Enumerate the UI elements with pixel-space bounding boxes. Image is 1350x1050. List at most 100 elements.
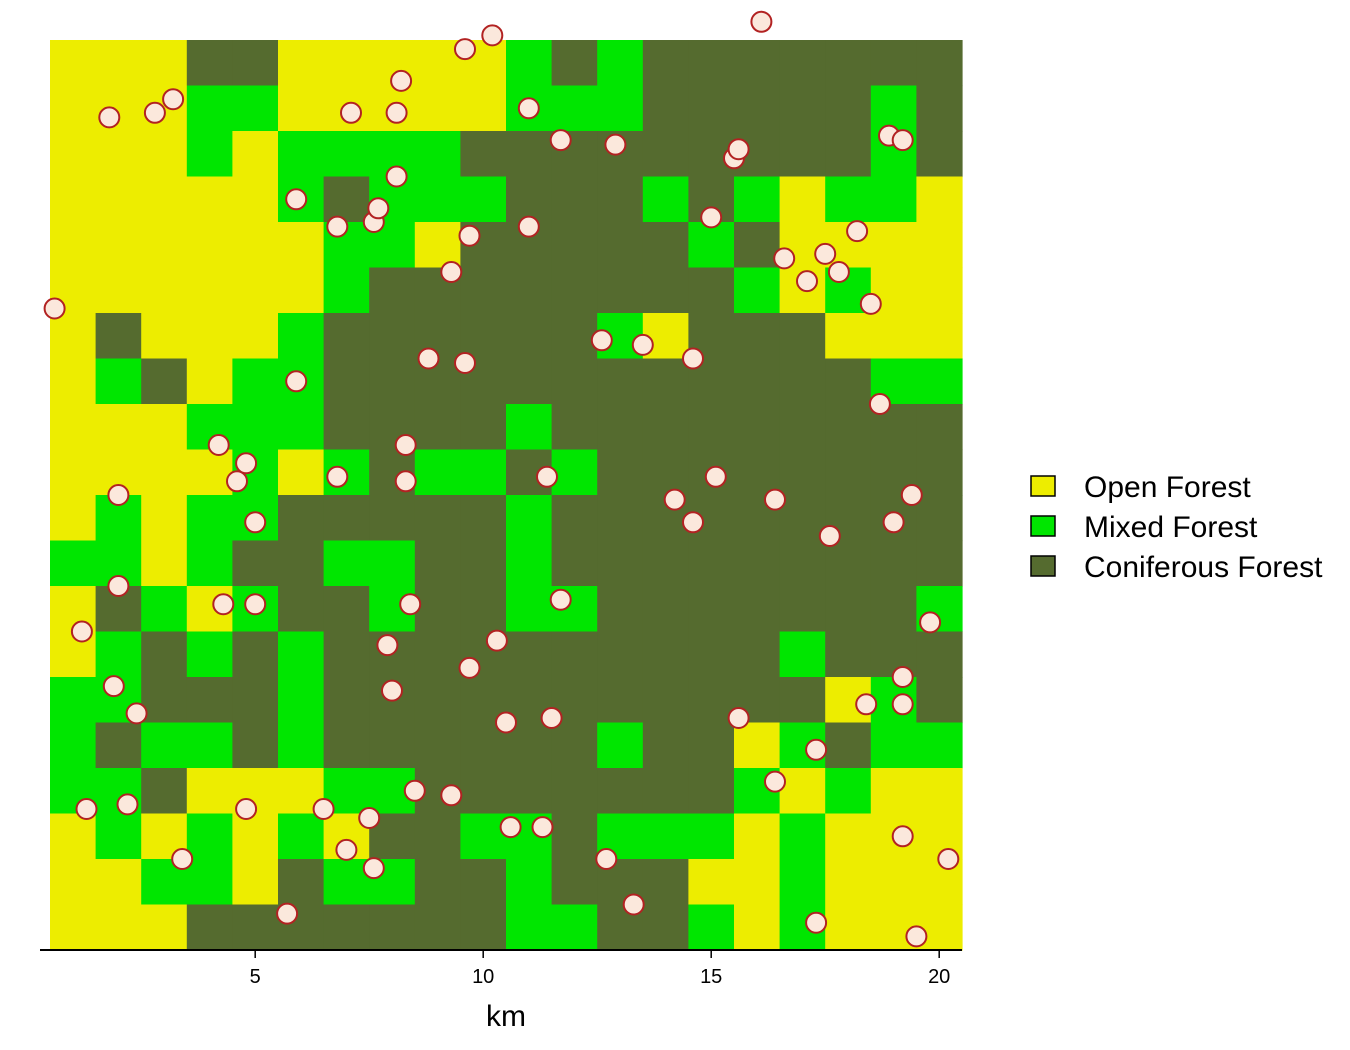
grid-cell xyxy=(779,586,826,633)
grid-cell xyxy=(460,313,507,360)
sample-point xyxy=(846,220,869,243)
grid-cell xyxy=(870,859,917,906)
grid-cell xyxy=(95,859,142,906)
sample-point xyxy=(704,465,727,488)
sample-point xyxy=(403,779,426,802)
grid-cell xyxy=(642,40,689,87)
grid-cell xyxy=(50,813,97,860)
sample-point xyxy=(868,393,891,415)
grid-cell xyxy=(734,540,781,587)
sample-point xyxy=(458,224,481,247)
sample-point xyxy=(750,10,773,33)
grid-cell xyxy=(734,586,781,633)
grid-cell xyxy=(734,222,781,269)
sample-point xyxy=(590,329,613,352)
grid-cell xyxy=(232,40,279,87)
grid-cell xyxy=(597,358,644,405)
grid-cell xyxy=(688,267,735,314)
grid-cell xyxy=(278,722,325,769)
grid-cell xyxy=(688,859,735,906)
grid-cell xyxy=(734,449,781,496)
grid-cell xyxy=(779,677,826,724)
sample-point xyxy=(859,292,882,315)
grid-cell xyxy=(597,404,644,451)
grid-cell xyxy=(551,267,598,314)
grid-cell xyxy=(414,176,461,223)
grid-cell xyxy=(825,722,872,769)
sample-point xyxy=(900,484,923,506)
sample-point xyxy=(376,634,399,657)
grid-cell xyxy=(369,267,416,314)
sample-point xyxy=(394,470,417,493)
grid-cell xyxy=(916,677,963,724)
grid-cell xyxy=(50,722,97,769)
grid-cell xyxy=(597,222,644,269)
sample-point xyxy=(107,484,130,506)
grid-cell xyxy=(186,222,233,269)
sample-point xyxy=(125,702,148,725)
grid-cell xyxy=(232,313,279,360)
grid-cell xyxy=(323,176,370,223)
sample-point xyxy=(143,101,166,124)
grid-cell xyxy=(551,904,598,951)
grid-cell xyxy=(141,313,188,360)
grid-cell xyxy=(506,859,553,906)
sample-point xyxy=(700,206,723,229)
grid-cell xyxy=(414,85,461,132)
grid-cell xyxy=(597,631,644,678)
grid-cell xyxy=(870,722,917,769)
sample-point xyxy=(536,465,558,488)
grid-cell xyxy=(460,540,507,587)
grid-cell xyxy=(642,722,689,769)
grid-cell xyxy=(642,813,689,860)
grid-cell xyxy=(916,267,963,314)
sample-points xyxy=(43,10,960,948)
grid-cell xyxy=(870,313,917,360)
grid-cell xyxy=(506,904,553,951)
sample-point xyxy=(70,620,93,643)
grid-cell xyxy=(825,813,872,860)
x-tick-label: 10 xyxy=(472,966,494,988)
sample-point xyxy=(814,242,837,265)
grid-cell xyxy=(232,85,279,132)
grid-cell xyxy=(688,768,735,815)
sample-point xyxy=(454,352,476,374)
grid-cell xyxy=(688,586,735,633)
grid-cell xyxy=(323,267,370,314)
sample-point xyxy=(171,848,194,870)
grid-cell xyxy=(825,85,872,132)
grid-cell xyxy=(50,677,97,724)
grid-cell xyxy=(186,176,233,223)
grid-cell xyxy=(825,131,872,178)
legend-label: Mixed Forest xyxy=(1084,511,1258,544)
grid-cell xyxy=(779,859,826,906)
grid-cell xyxy=(95,131,142,178)
grid-cell xyxy=(323,40,370,87)
grid-cell xyxy=(369,313,416,360)
sample-point xyxy=(312,798,335,820)
grid-cell xyxy=(916,222,963,269)
sample-point xyxy=(335,838,358,861)
grid-cell xyxy=(642,677,689,724)
sample-point xyxy=(102,675,125,698)
sample-point xyxy=(827,261,850,283)
grid-cell xyxy=(825,540,872,587)
grid-cell xyxy=(688,813,735,860)
grid-cell xyxy=(50,404,97,451)
grid-cell xyxy=(95,40,142,87)
grid-cell xyxy=(597,40,644,87)
sample-point xyxy=(244,511,267,534)
grid-cell xyxy=(460,131,507,178)
sample-point xyxy=(764,770,786,793)
sample-point xyxy=(235,798,258,820)
sample-point xyxy=(663,488,686,511)
grid-cell xyxy=(825,313,872,360)
grid-cell xyxy=(870,768,917,815)
grid-cell xyxy=(186,131,233,178)
grid-cell xyxy=(141,358,188,405)
grid-cell xyxy=(278,495,325,542)
sample-point xyxy=(905,925,928,948)
grid-cell xyxy=(916,40,963,87)
grid-cell xyxy=(369,540,416,587)
grid-cell xyxy=(551,40,598,87)
